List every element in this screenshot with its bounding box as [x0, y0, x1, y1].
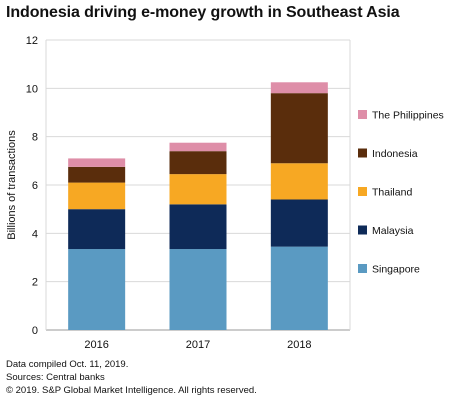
y-tick-label: 4 — [32, 228, 38, 240]
legend-label: Indonesia — [372, 148, 418, 160]
x-tick-label: 2018 — [287, 339, 311, 351]
bar-segment — [270, 93, 328, 164]
bar-segment — [169, 249, 227, 330]
bar-segment — [270, 199, 328, 247]
y-tick-label: 12 — [26, 35, 38, 47]
bar-segment — [68, 249, 126, 330]
bar-segment — [169, 174, 227, 205]
bar-segment — [68, 166, 126, 183]
bar-segment — [270, 163, 328, 200]
bar-segment — [169, 204, 227, 250]
legend-label: The Philippines — [372, 110, 444, 122]
x-tick-label: 2016 — [84, 339, 108, 351]
bar-segment — [68, 209, 126, 250]
legend-swatch — [358, 225, 367, 235]
legend-swatch — [358, 110, 367, 119]
legend: The Philippines Indonesia Thailand Malaysia… — [358, 110, 444, 276]
y-axis-ticks: 0 2 4 6 8 10 12 — [26, 35, 38, 337]
legend-swatch — [358, 264, 367, 273]
bar-segment — [68, 182, 126, 210]
footer-sources: Sources: Central banks — [6, 372, 105, 383]
footer-copyright: © 2019. S&P Global Market Intelligence. … — [6, 385, 257, 396]
legend-label: Singapore — [372, 264, 420, 276]
legend-swatch — [358, 148, 367, 158]
y-tick-label: 10 — [26, 83, 38, 95]
legend-label: Thailand — [372, 187, 412, 199]
bar-segment — [169, 142, 227, 152]
y-tick-label: 6 — [32, 180, 38, 192]
bar-segment — [270, 82, 328, 94]
y-tick-label: 0 — [32, 325, 38, 337]
x-tick-label: 2017 — [186, 339, 210, 351]
footer-date: Data compiled Oct. 11, 2019. — [6, 359, 129, 370]
chart-title: Indonesia driving e-money growth in Sout… — [6, 4, 400, 21]
y-tick-label: 8 — [32, 132, 38, 144]
y-axis-label: Billions of transactions — [6, 130, 18, 240]
bar-segment — [270, 246, 328, 330]
y-tick-label: 2 — [32, 277, 38, 289]
bars — [68, 82, 328, 330]
bar-segment — [169, 151, 227, 175]
x-axis-ticks: 2016 2017 2018 — [84, 339, 311, 351]
legend-swatch — [358, 187, 367, 196]
bar-segment — [68, 158, 126, 167]
footer-notes: Data compiled Oct. 11, 2019. Sources: Ce… — [6, 358, 257, 397]
legend-label: Malaysia — [372, 225, 414, 237]
